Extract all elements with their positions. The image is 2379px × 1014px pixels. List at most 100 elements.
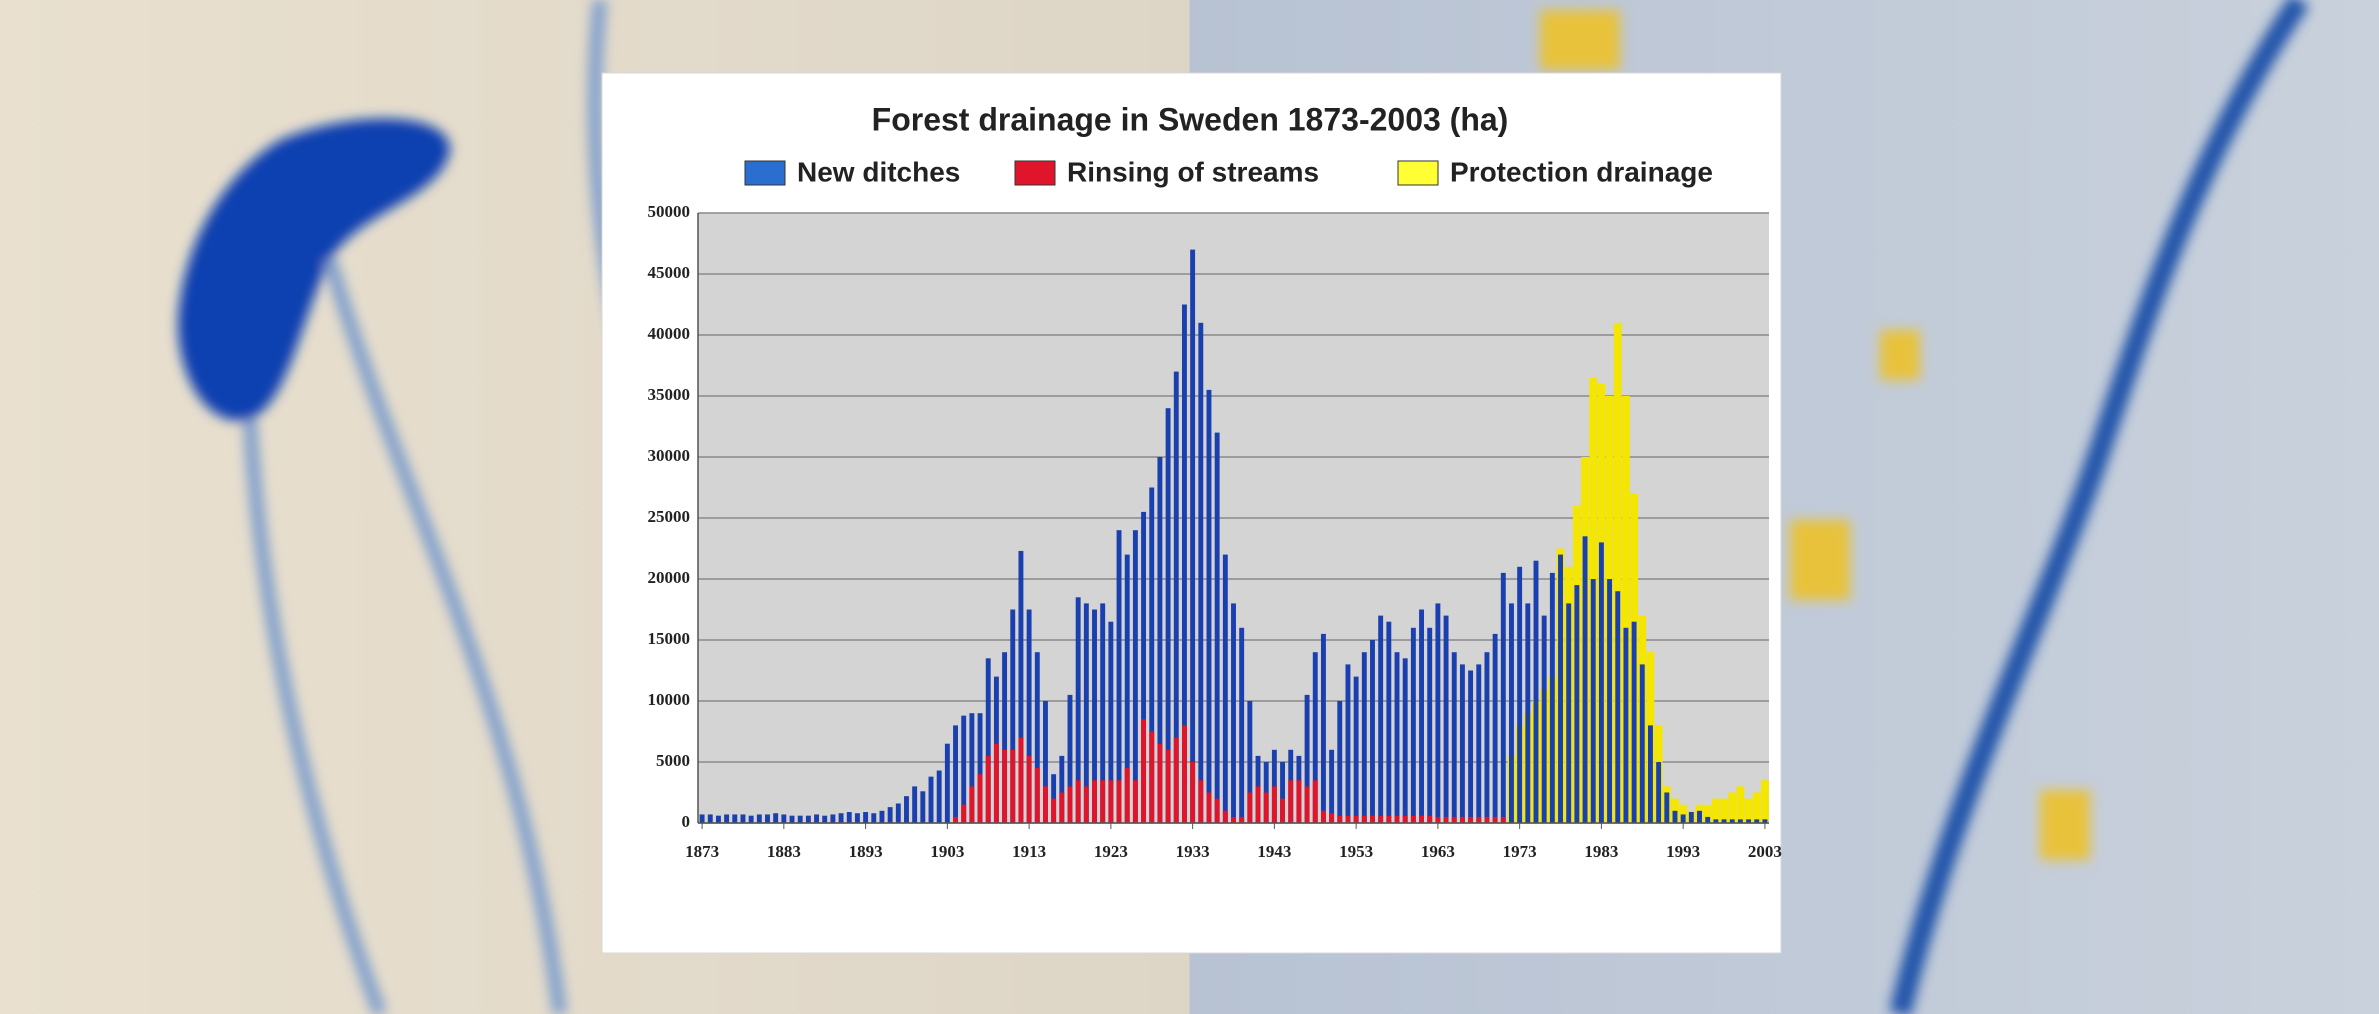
x-tick-label: 1943 <box>1257 842 1291 861</box>
bar <box>1304 786 1310 823</box>
bar <box>985 755 991 823</box>
bar <box>1026 755 1032 823</box>
bar <box>1149 487 1155 823</box>
bar <box>1435 816 1441 823</box>
bar <box>1239 627 1245 823</box>
bar <box>1214 432 1220 823</box>
bar <box>1639 664 1645 823</box>
bar <box>797 815 803 823</box>
bar <box>1247 701 1253 823</box>
bar <box>1541 615 1547 823</box>
bar <box>1231 816 1236 823</box>
bar <box>953 725 958 823</box>
legend-label: New ditches <box>797 156 960 187</box>
bar <box>1026 609 1032 823</box>
y-tick-label: 15000 <box>648 629 691 648</box>
bar <box>854 813 860 823</box>
bar <box>920 791 926 823</box>
bar <box>1198 780 1204 823</box>
bar <box>1043 701 1048 823</box>
bar <box>1615 591 1621 823</box>
bar <box>1034 768 1040 823</box>
bar <box>765 814 770 823</box>
bar <box>1720 798 1728 823</box>
x-tick-label: 1903 <box>930 842 964 861</box>
bar <box>1149 731 1155 823</box>
bar <box>1116 780 1122 823</box>
y-tick-label: 30000 <box>648 446 691 465</box>
bar <box>1533 560 1539 823</box>
field <box>1540 10 1620 70</box>
bar <box>1744 798 1753 823</box>
bar <box>1648 725 1653 823</box>
bar <box>1613 322 1622 823</box>
bar <box>1043 786 1048 823</box>
bar <box>1484 652 1490 823</box>
bar <box>1075 597 1081 823</box>
bar <box>961 715 967 823</box>
bar <box>1100 603 1106 823</box>
bar <box>1067 694 1073 823</box>
bar <box>1721 819 1727 823</box>
bar <box>1509 603 1514 823</box>
bar <box>1353 676 1359 823</box>
bar <box>1222 554 1228 823</box>
bar <box>1500 816 1506 823</box>
bar <box>1394 815 1400 823</box>
bar <box>1697 810 1702 823</box>
bar <box>846 812 852 823</box>
bar <box>1451 652 1457 823</box>
bar <box>1680 814 1686 823</box>
bar <box>1132 780 1138 823</box>
bar <box>1214 798 1220 823</box>
bar <box>1247 792 1253 823</box>
bar <box>1353 815 1359 823</box>
bar <box>1263 792 1269 823</box>
bar <box>732 814 738 823</box>
bar <box>1386 815 1392 823</box>
bar <box>1018 550 1024 823</box>
bar <box>1329 749 1335 823</box>
bar <box>1337 815 1343 823</box>
bar <box>1190 249 1196 824</box>
bar <box>1500 572 1506 823</box>
bar <box>1688 812 1694 823</box>
bar <box>1116 530 1122 823</box>
bar <box>1108 780 1114 823</box>
bar <box>1370 815 1375 823</box>
bar <box>1337 701 1343 823</box>
bar <box>1100 780 1106 823</box>
bar <box>822 815 828 823</box>
bar <box>961 804 967 823</box>
bar <box>871 813 877 823</box>
y-tick-label: 40000 <box>648 324 691 343</box>
bar <box>1059 755 1065 823</box>
y-tick-label: 0 <box>682 812 691 831</box>
lake <box>178 118 450 421</box>
bar <box>1402 815 1408 823</box>
legend-label: Rinsing of streams <box>1067 156 1319 187</box>
bar <box>1656 762 1662 823</box>
bar <box>1679 804 1688 823</box>
bar <box>1517 566 1523 823</box>
bar <box>1468 816 1474 823</box>
bar <box>1713 819 1719 823</box>
bar <box>1320 810 1326 823</box>
bar <box>928 776 934 823</box>
bar <box>1549 572 1555 823</box>
bar <box>1402 658 1408 823</box>
bar <box>773 813 779 823</box>
bar <box>1582 536 1588 823</box>
y-tick-label: 5000 <box>656 751 690 770</box>
bar <box>953 816 958 823</box>
bar <box>1525 603 1531 823</box>
bar <box>1492 633 1498 823</box>
bar <box>1459 664 1465 823</box>
y-tick-label: 35000 <box>648 385 691 404</box>
bar <box>1468 670 1474 823</box>
bar <box>1141 719 1147 823</box>
bar <box>1622 396 1630 823</box>
bar <box>1002 652 1008 823</box>
bar <box>1752 792 1761 823</box>
x-tick-label: 1973 <box>1503 842 1537 861</box>
